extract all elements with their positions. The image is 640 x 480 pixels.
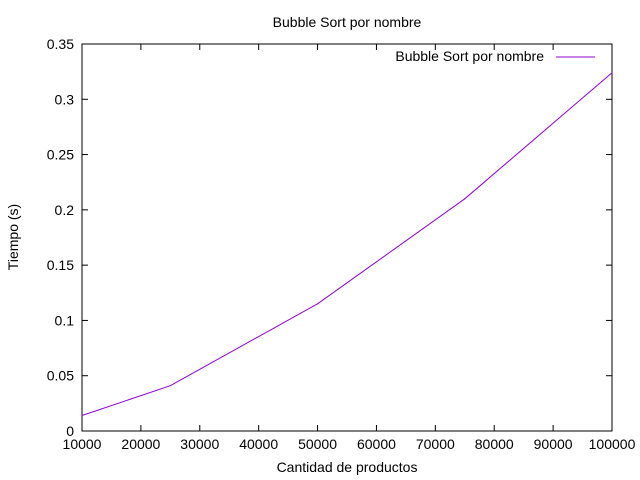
y-tick-label: 0.3: [55, 91, 75, 107]
data-point: [316, 303, 319, 305]
x-tick-label: 20000: [121, 436, 160, 452]
y-tick-label: 0.25: [47, 147, 74, 163]
x-tick-label: 80000: [475, 436, 514, 452]
y-tick-label: 0.15: [47, 257, 74, 273]
x-axis-label: Cantidad de productos: [277, 459, 418, 475]
data-point: [464, 198, 466, 200]
legend-label: Bubble Sort por nombre: [395, 48, 544, 64]
y-tick-label: 0.05: [47, 368, 74, 384]
data-point: [81, 414, 83, 417]
x-tick-label: 100000: [589, 436, 636, 452]
x-tick-label: 40000: [239, 436, 278, 452]
y-tick-label: 0.35: [47, 36, 74, 52]
y-tick-label: 0.2: [55, 202, 75, 218]
y-tick-label: 0: [66, 423, 74, 439]
y-tick-label: 0.1: [55, 312, 75, 328]
series-line: [81, 72, 613, 416]
x-tick-label: 90000: [534, 436, 573, 452]
data-point: [169, 385, 171, 387]
y-axis-label: Tiempo (s): [5, 204, 21, 270]
y-axis-ticks: 0 0.05 0.1 0.15 0.2 0.25 0.3 0.35: [47, 36, 612, 439]
x-tick-label: 50000: [298, 436, 337, 452]
chart-title: Bubble Sort por nombre: [273, 14, 422, 30]
x-tick-label: 60000: [357, 436, 396, 452]
x-tick-label: 10000: [63, 436, 102, 452]
x-tick-label: 70000: [416, 436, 455, 452]
x-axis-ticks: 10000 20000 30000 40000 50000 60000 70000 80000…: [63, 44, 636, 452]
legend: Bubble Sort por nombre: [395, 48, 595, 64]
plot-frame: [81, 43, 613, 432]
data-point: [611, 72, 613, 74]
x-tick-label: 30000: [180, 436, 219, 452]
series-layer: [81, 72, 613, 417]
